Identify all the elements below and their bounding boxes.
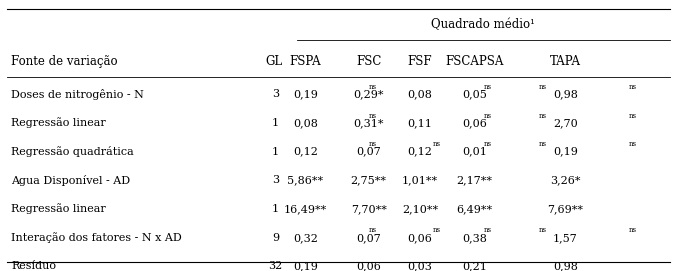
Text: 0,19: 0,19 [293, 262, 318, 271]
Text: Regressão quadrática: Regressão quadrática [12, 146, 134, 157]
Text: ns: ns [432, 226, 441, 234]
Text: 3: 3 [272, 89, 279, 99]
Text: ns: ns [483, 112, 492, 120]
Text: 0,08: 0,08 [293, 118, 318, 128]
Text: ns: ns [369, 140, 377, 148]
Text: 1,01**: 1,01** [402, 175, 438, 185]
Text: 0,06: 0,06 [356, 262, 381, 271]
Text: Quadrado médio¹: Quadrado médio¹ [431, 18, 535, 31]
Text: TAPA: TAPA [549, 55, 581, 68]
Text: 0,07: 0,07 [356, 147, 381, 157]
Text: 3: 3 [272, 175, 279, 185]
Text: Regressão linear: Regressão linear [12, 204, 106, 214]
Text: ns: ns [539, 83, 547, 91]
Text: ns: ns [483, 83, 492, 91]
Text: 0,29*: 0,29* [354, 89, 384, 99]
Text: 0,05: 0,05 [462, 89, 487, 99]
Text: 5,86**: 5,86** [287, 175, 324, 185]
Text: ns: ns [483, 226, 492, 234]
Text: Resíduo: Resíduo [12, 262, 56, 271]
Text: 16,49**: 16,49** [284, 204, 327, 214]
Text: ns: ns [539, 226, 547, 234]
Text: ns: ns [369, 83, 377, 91]
Text: ns: ns [369, 226, 377, 234]
Text: 32: 32 [268, 262, 282, 271]
Text: 0,21: 0,21 [462, 262, 487, 271]
Text: ns: ns [432, 140, 441, 148]
Text: Regressão linear: Regressão linear [12, 118, 106, 128]
Text: 0,07: 0,07 [356, 233, 381, 243]
Text: FSC: FSC [356, 55, 381, 68]
Text: 0,19: 0,19 [553, 147, 578, 157]
Text: 0,98: 0,98 [553, 89, 578, 99]
Text: 0,12: 0,12 [407, 147, 432, 157]
Text: ns: ns [629, 140, 637, 148]
Text: ns: ns [539, 112, 547, 120]
Text: FSPA: FSPA [290, 55, 321, 68]
Text: 0,19: 0,19 [293, 89, 318, 99]
Text: Interação dos fatores - N x AD: Interação dos fatores - N x AD [12, 232, 182, 243]
Text: 1: 1 [272, 147, 279, 157]
Text: 9: 9 [272, 233, 279, 243]
Text: Agua Disponível - AD: Agua Disponível - AD [12, 175, 131, 186]
Text: 0,98: 0,98 [553, 262, 578, 271]
Text: 0,08: 0,08 [407, 89, 432, 99]
Text: ns: ns [629, 83, 637, 91]
Text: 0,06: 0,06 [462, 118, 487, 128]
Text: 2,75**: 2,75** [351, 175, 387, 185]
Text: ns: ns [369, 112, 377, 120]
Text: Fonte de variação: Fonte de variação [12, 55, 118, 68]
Text: 0,11: 0,11 [407, 118, 432, 128]
Text: ns: ns [539, 140, 547, 148]
Text: 0,12: 0,12 [293, 147, 318, 157]
Text: GL: GL [265, 55, 282, 68]
Text: 0,06: 0,06 [407, 233, 432, 243]
Text: 3,26*: 3,26* [550, 175, 581, 185]
Text: 2,70: 2,70 [553, 118, 577, 128]
Text: 6,49**: 6,49** [456, 204, 493, 214]
Text: 0,32: 0,32 [293, 233, 318, 243]
Text: FSCAPSA: FSCAPSA [445, 55, 504, 68]
Text: 0,01: 0,01 [462, 147, 487, 157]
Text: 0,31*: 0,31* [354, 118, 384, 128]
Text: 2,17**: 2,17** [456, 175, 492, 185]
Text: ns: ns [629, 112, 637, 120]
Text: FSF: FSF [407, 55, 432, 68]
Text: 7,69**: 7,69** [547, 204, 583, 214]
Text: ns: ns [629, 226, 637, 234]
Text: 0,03: 0,03 [407, 262, 432, 271]
Text: Doses de nitrogênio - N: Doses de nitrogênio - N [12, 89, 144, 100]
Text: 1,57: 1,57 [553, 233, 577, 243]
Text: 1: 1 [272, 204, 279, 214]
Text: ns: ns [483, 140, 492, 148]
Text: 0,38: 0,38 [462, 233, 487, 243]
Text: 1: 1 [272, 118, 279, 128]
Text: 2,10**: 2,10** [402, 204, 438, 214]
Text: 7,70**: 7,70** [351, 204, 387, 214]
